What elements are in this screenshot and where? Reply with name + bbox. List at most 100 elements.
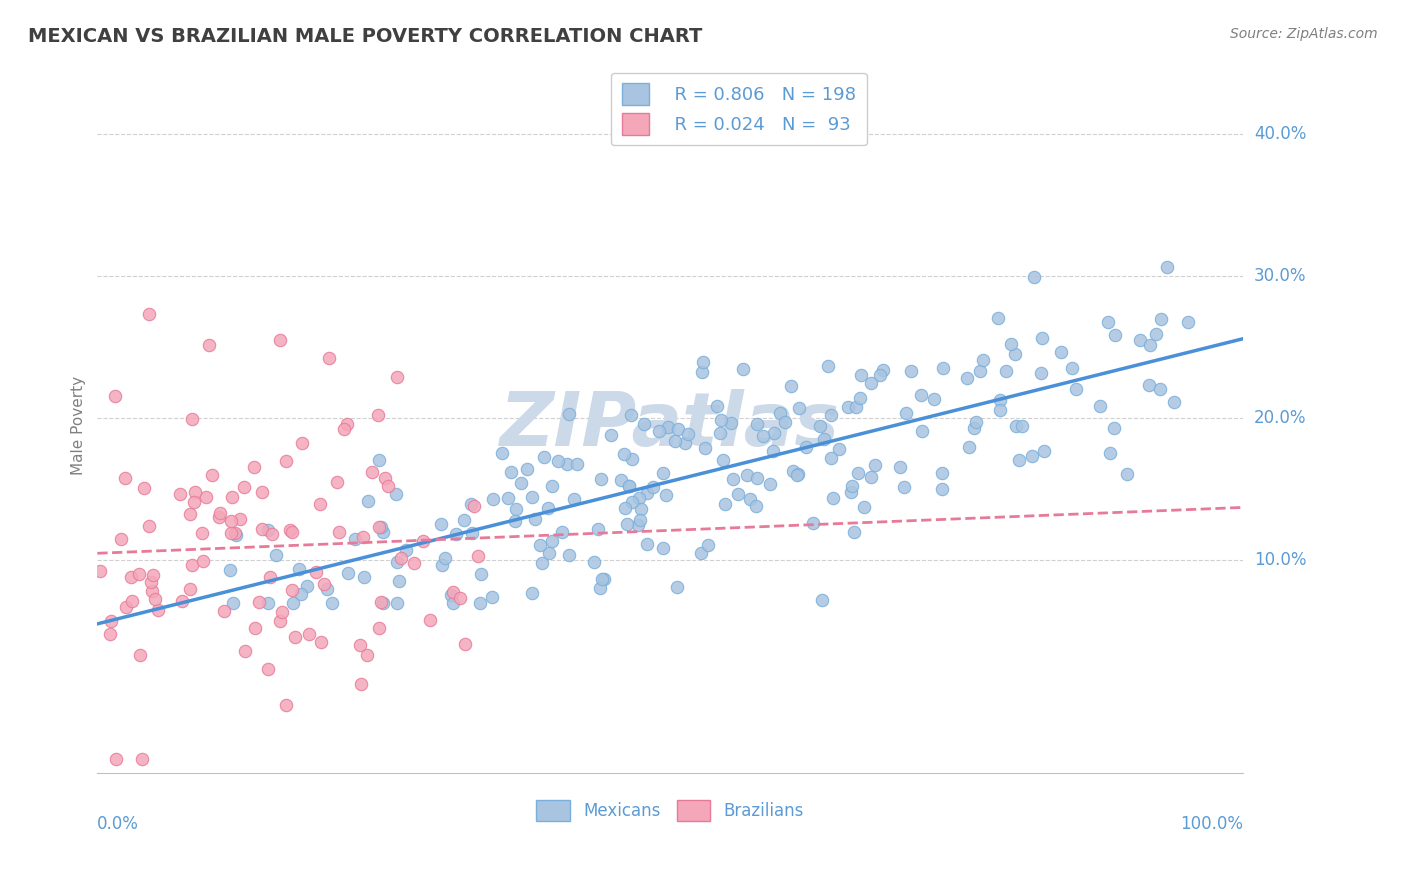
- Point: [963, 421, 986, 435]
- Point: [849, 391, 872, 405]
- Point: [193, 554, 215, 568]
- Point: [183, 484, 205, 499]
- Point: [811, 593, 834, 607]
- Point: [1024, 269, 1046, 284]
- Point: [169, 487, 191, 501]
- Point: [441, 585, 464, 599]
- Point: [308, 497, 330, 511]
- Point: [361, 465, 384, 479]
- Point: [693, 441, 716, 455]
- Point: [412, 534, 434, 549]
- Point: [641, 479, 664, 493]
- Point: [813, 432, 835, 446]
- Point: [969, 364, 991, 378]
- Point: [1088, 400, 1111, 414]
- Point: [987, 311, 1010, 326]
- Point: [233, 480, 256, 494]
- Point: [1099, 446, 1122, 460]
- Point: [98, 627, 121, 641]
- Point: [613, 447, 636, 461]
- Point: [1005, 419, 1028, 434]
- Point: [633, 417, 655, 432]
- Point: [524, 512, 547, 526]
- Point: [395, 542, 418, 557]
- Point: [522, 586, 544, 600]
- Point: [503, 514, 526, 528]
- Point: [893, 480, 915, 494]
- Point: [104, 389, 127, 403]
- Point: [343, 533, 366, 547]
- Point: [89, 564, 111, 578]
- Point: [751, 429, 773, 443]
- Point: [710, 413, 733, 427]
- Point: [932, 361, 955, 376]
- Text: 100.0%: 100.0%: [1180, 815, 1243, 833]
- Point: [1116, 467, 1139, 481]
- Point: [316, 582, 339, 596]
- Point: [284, 630, 307, 644]
- Point: [775, 415, 797, 429]
- Point: [628, 513, 651, 527]
- Point: [711, 452, 734, 467]
- Point: [352, 530, 374, 544]
- Point: [434, 551, 457, 566]
- Point: [336, 417, 359, 431]
- Point: [837, 401, 859, 415]
- Point: [233, 644, 256, 658]
- Point: [367, 408, 389, 422]
- Point: [430, 517, 453, 532]
- Point: [243, 621, 266, 635]
- Point: [616, 516, 638, 531]
- Point: [505, 502, 527, 516]
- Point: [972, 353, 994, 368]
- Point: [402, 556, 425, 570]
- Point: [740, 491, 762, 506]
- Point: [385, 369, 408, 384]
- Point: [142, 568, 165, 582]
- Point: [179, 582, 201, 597]
- Point: [1097, 315, 1119, 329]
- Point: [636, 486, 658, 500]
- Point: [333, 422, 356, 436]
- Point: [558, 407, 581, 421]
- Point: [281, 525, 304, 540]
- Point: [845, 401, 868, 415]
- Point: [591, 572, 613, 586]
- Point: [482, 492, 505, 507]
- Point: [449, 591, 471, 606]
- Point: [692, 355, 714, 369]
- Point: [209, 506, 232, 520]
- Point: [328, 525, 350, 540]
- Text: 0.0%: 0.0%: [97, 815, 139, 833]
- Point: [853, 500, 876, 514]
- Point: [821, 491, 844, 505]
- Point: [820, 408, 842, 422]
- Point: [134, 481, 156, 495]
- Point: [782, 464, 804, 478]
- Point: [1177, 315, 1199, 329]
- Point: [565, 457, 588, 471]
- Point: [201, 467, 224, 482]
- Point: [558, 549, 581, 563]
- Point: [257, 596, 280, 610]
- Point: [467, 549, 489, 563]
- Point: [297, 579, 319, 593]
- Point: [720, 417, 742, 431]
- Point: [801, 516, 824, 531]
- Point: [224, 525, 246, 540]
- Point: [779, 379, 801, 393]
- Point: [385, 596, 408, 610]
- Point: [1008, 453, 1031, 467]
- Point: [349, 638, 371, 652]
- Point: [731, 362, 754, 376]
- Text: Source: ZipAtlas.com: Source: ZipAtlas.com: [1230, 27, 1378, 41]
- Point: [139, 574, 162, 589]
- Point: [105, 752, 128, 766]
- Point: [860, 470, 883, 484]
- Point: [846, 467, 869, 481]
- Point: [1000, 337, 1022, 351]
- Point: [509, 475, 531, 490]
- Point: [827, 442, 849, 457]
- Point: [786, 468, 808, 483]
- Point: [219, 563, 242, 577]
